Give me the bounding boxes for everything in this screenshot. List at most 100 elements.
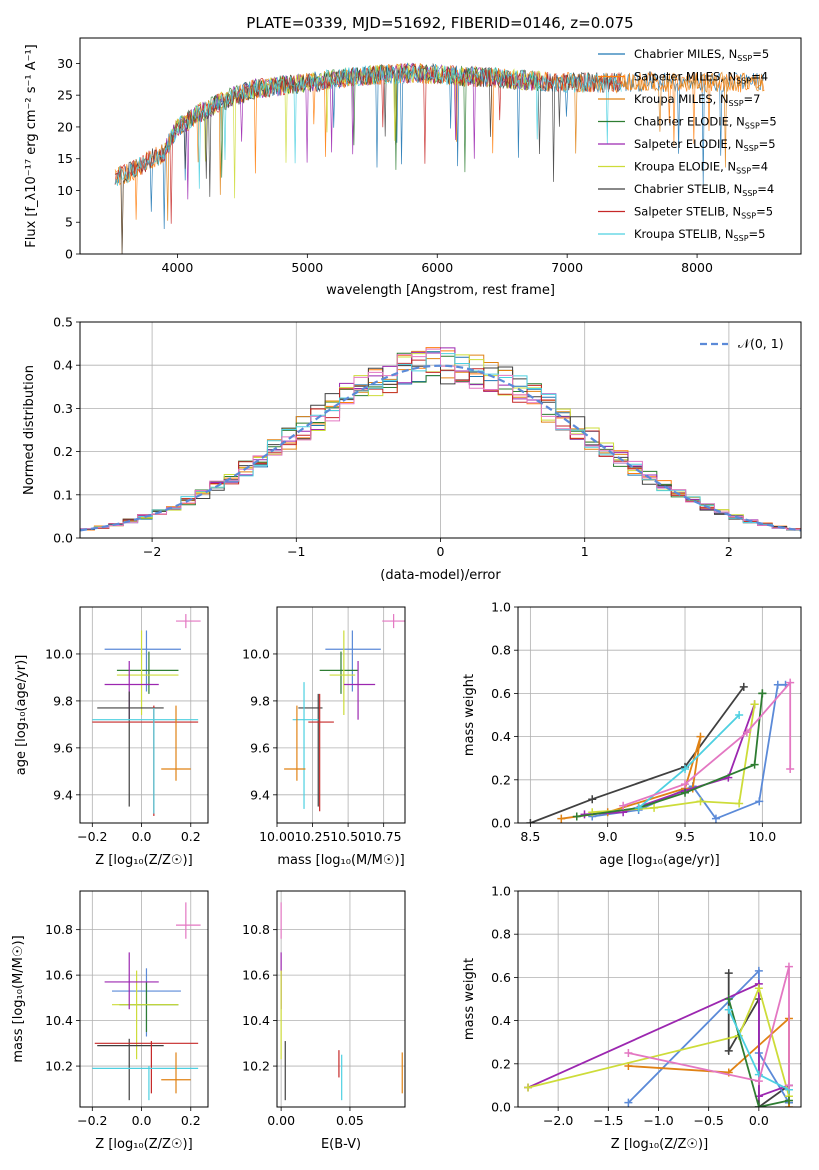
x-tick-label: 10.0 (748, 829, 776, 844)
y-tick-label: 20 (57, 119, 73, 134)
x-tick-label: −1.0 (643, 1113, 673, 1128)
y-tick-label: 10.6 (242, 968, 270, 983)
y-tick-label: 10.4 (242, 1013, 270, 1028)
data-point-marker (650, 803, 659, 812)
x-tick-label: −2.0 (543, 1113, 573, 1128)
y-tick-label: 0.2 (53, 444, 73, 459)
data-point-marker (681, 765, 690, 773)
x-tick-label: −2 (143, 544, 161, 559)
x-axis-label: wavelength [Angstrom, rest frame] (326, 283, 555, 298)
mass-weight-line (622, 680, 792, 807)
y-tick-label: 9.8 (250, 693, 270, 708)
x-tick-label: 10.00 (259, 829, 295, 844)
y-tick-label: 10.8 (242, 922, 270, 937)
mass-weight-line (576, 693, 764, 818)
x-tick-label: 0.2 (181, 1113, 201, 1128)
x-axis-label: Z [log₁₀(Z/Z☉)] (95, 1137, 192, 1152)
legend-entry: Chabrier MILES, NSSP=5 (634, 47, 769, 63)
x-axis-label: age [log₁₀(age/yr)] (599, 853, 720, 868)
legend-entry: Chabrier ELODIE, NSSP=5 (634, 115, 777, 131)
x-axis-label: (data-model)/error (380, 568, 501, 583)
data-point-marker (619, 801, 628, 810)
data-point-marker (754, 1077, 763, 1086)
data-point-marker (711, 814, 720, 823)
legend-entry: Salpeter ELODIE, NSSP=5 (634, 137, 776, 153)
data-point-marker (754, 1103, 763, 1107)
data-point-marker (755, 797, 764, 806)
data-point-marker (557, 814, 566, 823)
ebv-panel: 0.00 0.05 10.2 10.4 10.6 10.8 E(B-V) (242, 890, 406, 1152)
x-tick-label: 4000 (162, 260, 194, 275)
y-axis-label: Flux [f_λ10⁻¹⁷ erg cm⁻² s⁻¹ A⁻¹] (24, 44, 39, 248)
x-tick-label: 9.0 (598, 829, 618, 844)
data-point-marker (739, 682, 748, 691)
y-tick-label: 9.6 (250, 740, 270, 755)
data-point-marker (742, 728, 751, 737)
x-axis-label: E(B-V) (321, 1137, 361, 1152)
y-tick-label: 0.6 (491, 686, 511, 701)
data-point-marker (624, 1098, 633, 1107)
y-tick-label: 10.8 (45, 922, 73, 937)
plot-frame (79, 606, 209, 824)
y-axis-label: mass weight (462, 958, 477, 1040)
data-point-marker (634, 803, 643, 812)
y-tick-label: 0.6 (491, 970, 511, 985)
data-point-marker (735, 799, 744, 808)
plot-frame (79, 321, 802, 539)
plot-frame (517, 606, 802, 824)
legend-entry: 𝒩(0, 1) (738, 336, 784, 351)
data-point-marker (758, 689, 767, 698)
mass-weight-line (530, 686, 745, 823)
histogram-series (80, 348, 801, 531)
x-tick-label: −1 (287, 544, 305, 559)
x-tick-label: 10.75 (366, 829, 402, 844)
y-tick-label: 0.2 (491, 1056, 511, 1071)
x-tick-label: 1 (581, 544, 589, 559)
y-tick-label: 1.0 (491, 884, 511, 899)
y-tick-label: 0.0 (491, 1100, 511, 1115)
y-tick-label: 25 (57, 88, 73, 103)
legend: Chabrier MILES, NSSP=5 Salpeter MILES, NS… (598, 47, 777, 243)
y-tick-label: 10 (57, 183, 73, 198)
data-point-marker (784, 962, 793, 971)
plot-frame (79, 890, 209, 1108)
data-point-marker (524, 1083, 533, 1092)
mass-weight-vs-age-panel: 8.5 9.0 9.5 10.0 0.0 0.2 0.4 0.6 0.8 1.0 age [log₁… (462, 600, 802, 868)
y-tick-label: 10.0 (242, 646, 270, 661)
figure-title: PLATE=0339, MJD=51692, FIBERID=0146, z=0… (246, 14, 633, 32)
data-point-marker (784, 1096, 793, 1105)
y-tick-label: 0.3 (53, 401, 73, 416)
y-tick-label: 15 (57, 151, 73, 166)
x-tick-label: 10.50 (330, 829, 366, 844)
mass-vs-metallicity-panel: −0.2 0.0 0.2 10.2 10.4 10.6 10.8 Z [log₁₀(Z/Z☉)… (11, 890, 209, 1152)
data-point-marker (786, 678, 795, 687)
y-tick-label: 10.2 (45, 1059, 73, 1074)
legend-entry: Salpeter MILES, NSSP=4 (634, 70, 768, 86)
y-tick-label: 0 (65, 247, 73, 262)
y-tick-label: 9.4 (250, 787, 270, 802)
data-point-marker (724, 995, 733, 1003)
plot-frame (517, 890, 802, 1108)
normal-reference-curve (80, 364, 801, 532)
x-tick-label: 0.0 (749, 1113, 769, 1128)
data-point-marker (526, 819, 535, 823)
plot-frame (276, 890, 406, 1108)
y-tick-label: 0.4 (53, 358, 73, 373)
x-axis-label: Z [log₁₀(Z/Z☉)] (611, 1137, 708, 1152)
data-point-marker (754, 984, 763, 993)
x-tick-label: 9.5 (675, 829, 695, 844)
y-tick-label: 0.1 (53, 487, 73, 502)
plot-frame (79, 37, 802, 255)
y-tick-label: 0.4 (491, 1013, 511, 1028)
legend-entry: Kroupa STELIB, NSSP=5 (634, 227, 765, 243)
x-tick-label: 7000 (551, 260, 583, 275)
x-axis-label: mass [log₁₀(M/M☉)] (277, 853, 404, 868)
data-point-marker (572, 812, 581, 821)
data-point-marker (696, 797, 705, 806)
mass-weight-line (628, 966, 790, 1086)
x-tick-label: 5000 (291, 260, 323, 275)
x-tick-label: 0.2 (181, 829, 201, 844)
y-tick-label: 0.5 (53, 315, 73, 330)
data-point-marker (750, 760, 759, 769)
legend-entry: Kroupa MILES, NSSP=7 (634, 92, 760, 108)
